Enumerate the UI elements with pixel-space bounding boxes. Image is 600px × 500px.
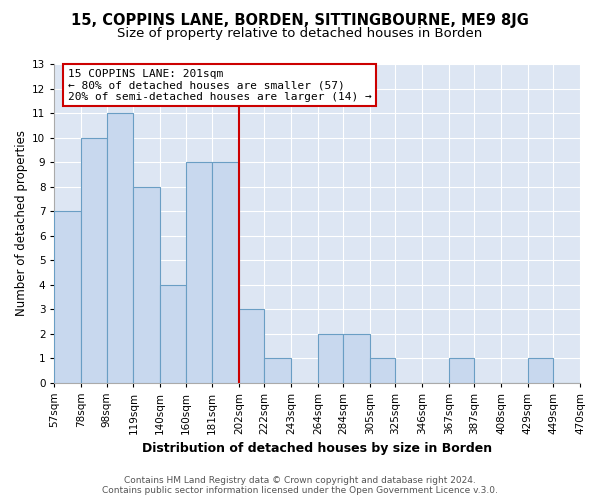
Bar [265, 358, 291, 382]
Bar [55, 211, 81, 382]
Text: Contains HM Land Registry data © Crown copyright and database right 2024.
Contai: Contains HM Land Registry data © Crown c… [102, 476, 498, 495]
Text: Size of property relative to detached houses in Borden: Size of property relative to detached ho… [118, 28, 482, 40]
Bar [185, 162, 212, 382]
Text: 15, COPPINS LANE, BORDEN, SITTINGBOURNE, ME9 8JG: 15, COPPINS LANE, BORDEN, SITTINGBOURNE,… [71, 12, 529, 28]
Text: 15 COPPINS LANE: 201sqm
← 80% of detached houses are smaller (57)
20% of semi-de: 15 COPPINS LANE: 201sqm ← 80% of detache… [68, 69, 371, 102]
Bar [107, 113, 133, 382]
Bar [528, 358, 553, 382]
Bar [318, 334, 343, 382]
Bar [81, 138, 107, 382]
Bar [160, 284, 185, 382]
Bar [343, 334, 370, 382]
X-axis label: Distribution of detached houses by size in Borden: Distribution of detached houses by size … [142, 442, 492, 455]
Bar [449, 358, 475, 382]
Y-axis label: Number of detached properties: Number of detached properties [15, 130, 28, 316]
Bar [239, 309, 265, 382]
Bar [370, 358, 395, 382]
Bar [212, 162, 239, 382]
Bar [133, 186, 160, 382]
